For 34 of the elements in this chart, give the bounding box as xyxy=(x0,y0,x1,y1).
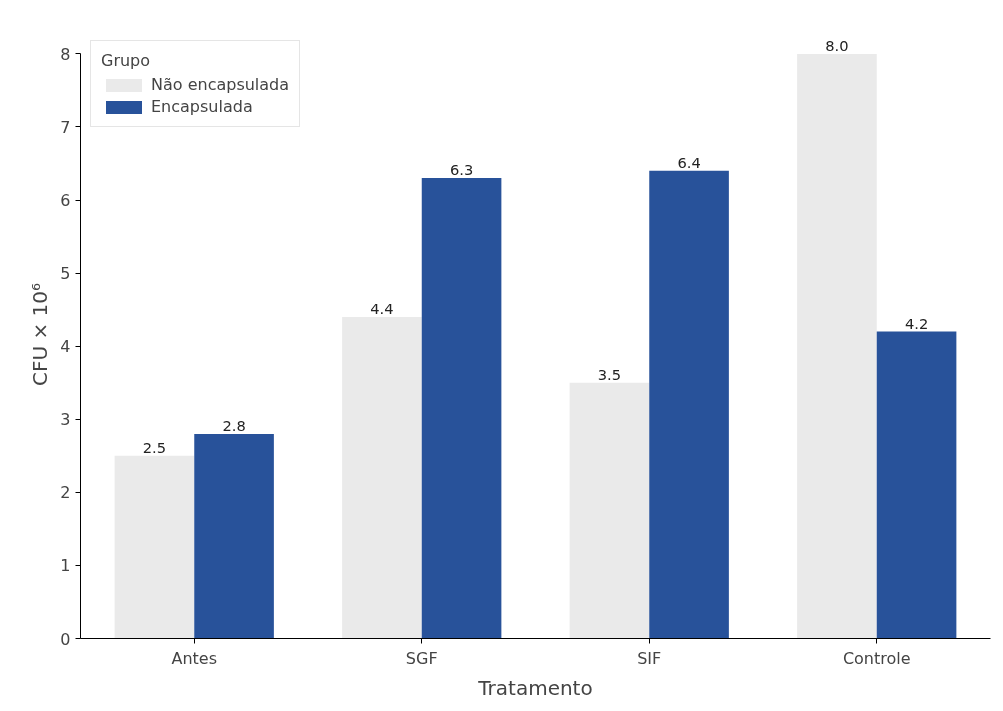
y-tick-label: 2 xyxy=(60,483,71,503)
bar xyxy=(114,455,195,639)
bar xyxy=(421,178,502,639)
data-label: 2.8 xyxy=(222,416,246,434)
bar xyxy=(342,316,422,639)
y-axis-title: CFU × 10⁶ xyxy=(28,282,53,387)
legend-title: Grupo xyxy=(101,51,152,70)
x-axis-title: Tratamento xyxy=(477,675,593,700)
data-label: 4.2 xyxy=(904,314,929,332)
y-tick-label: 6 xyxy=(60,191,71,211)
x-tick-label: SIF xyxy=(637,648,662,668)
legend-label: Encapsulada xyxy=(151,97,253,116)
x-tick-label: SGF xyxy=(405,648,438,668)
data-label: 6.4 xyxy=(677,153,701,171)
y-tick-label: 8 xyxy=(60,44,71,64)
x-tick-label: Controle xyxy=(842,648,911,668)
y-tick-label: 0 xyxy=(60,629,71,649)
y-tick-label: 7 xyxy=(60,117,71,137)
data-label: 4.4 xyxy=(370,299,394,317)
x-tick-label: Antes xyxy=(171,648,218,668)
data-label: 8.0 xyxy=(825,36,849,54)
legend-label: Não encapsulada xyxy=(151,75,290,94)
y-tick-label: 3 xyxy=(60,410,71,430)
bar xyxy=(876,331,957,639)
data-label: 6.3 xyxy=(449,161,474,179)
y-tick-label: 4 xyxy=(60,337,71,357)
y-tick-label: 5 xyxy=(60,264,71,284)
y-tick-label: 1 xyxy=(60,556,71,576)
data-label: 2.5 xyxy=(142,438,167,456)
bar xyxy=(569,382,650,639)
bar xyxy=(797,53,877,639)
bar xyxy=(194,433,274,639)
data-label: 3.5 xyxy=(597,365,622,383)
bar xyxy=(649,170,729,639)
